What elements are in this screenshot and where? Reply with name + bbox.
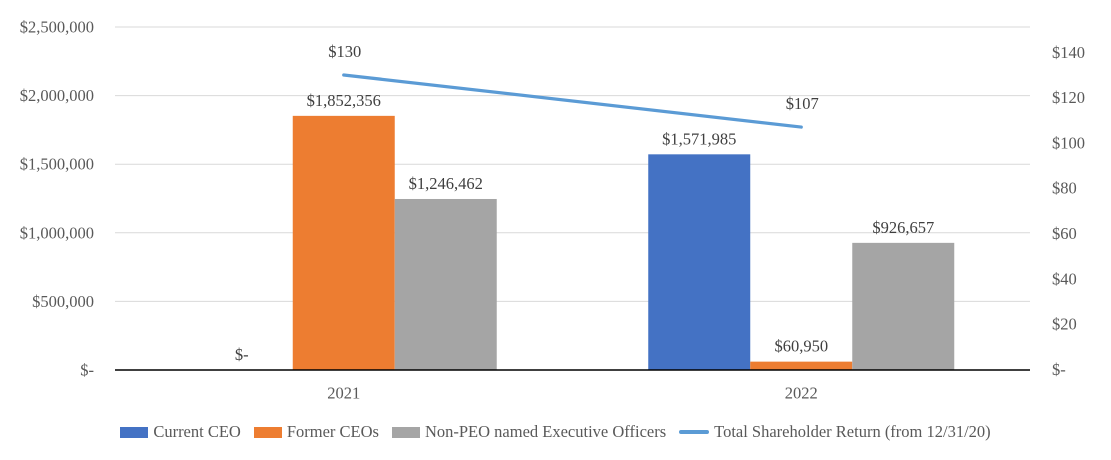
data-label-non-peo-named-executive-officers-2022: $926,657 <box>872 218 934 237</box>
left-axis-tick: $2,000,000 <box>20 86 94 105</box>
chart-svg: $- $500,000 $1,000,000 $1,500,000 $2,000,000… <box>20 18 1085 403</box>
legend-swatch-former-ceos-icon <box>253 426 282 438</box>
legend-item-non-peo-officers: Non-PEO named Executive Officers <box>391 422 667 442</box>
bar-non-peo-named-executive-officers-2022 <box>852 242 955 370</box>
right-axis-tick: $60 <box>1052 224 1077 243</box>
data-label-current-ceo-2021: $- <box>235 345 249 364</box>
right-axis-tick: $80 <box>1052 179 1077 198</box>
left-axis-tick: $- <box>80 361 94 380</box>
data-label-total-shareholder-return-from-12-31-20-2022: $107 <box>786 94 819 113</box>
right-axis-tick: $- <box>1052 360 1066 379</box>
legend-swatch-non-peo-officers-icon <box>391 426 420 438</box>
data-label-former-ceos-2022: $60,950 <box>774 337 828 356</box>
chart-legend: Current CEO Former CEOs Non-PEO named Ex… <box>0 420 1111 444</box>
left-axis-tick: $2,500,000 <box>20 18 94 37</box>
legend-label-former-ceos: Former CEOs <box>286 422 379 441</box>
bar-former-ceos-2021 <box>292 115 395 371</box>
bar-current-ceo-2022 <box>648 154 751 370</box>
right-axis-tick: $40 <box>1052 269 1077 288</box>
data-label-non-peo-named-executive-officers-2021: $1,246,462 <box>409 174 483 193</box>
left-axis-tick: $500,000 <box>32 292 94 311</box>
legend-label-total-shareholder-return: Total Shareholder Return (from 12/31/20) <box>714 422 991 441</box>
bar-non-peo-named-executive-officers-2021 <box>394 198 497 370</box>
legend-item-total-shareholder-return: Total Shareholder Return (from 12/31/20) <box>679 422 991 442</box>
legend-swatch-current-ceo-icon <box>120 426 149 438</box>
legend-label-current-ceo: Current CEO <box>153 422 241 441</box>
data-label-current-ceo-2022: $1,571,985 <box>662 129 736 148</box>
legend-line-total-shareholder-return-icon <box>679 430 710 434</box>
data-label-total-shareholder-return-from-12-31-20-2021: $130 <box>328 42 361 61</box>
right-axis-tick: $100 <box>1052 133 1085 152</box>
legend-label-non-peo-officers: Non-PEO named Executive Officers <box>424 422 667 441</box>
category-label-2022: 2022 <box>785 384 818 403</box>
right-axis-tick: $120 <box>1052 88 1085 107</box>
left-axis-tick: $1,500,000 <box>20 155 94 174</box>
legend-item-former-ceos: Former CEOs <box>253 422 379 442</box>
data-label-former-ceos-2021: $1,852,356 <box>307 91 381 110</box>
right-axis-tick: $140 <box>1052 43 1085 62</box>
left-axis-tick: $1,000,000 <box>20 223 94 242</box>
category-label-2021: 2021 <box>327 384 360 403</box>
legend-item-current-ceo: Current CEO <box>120 422 241 442</box>
line-total-shareholder-return-from-12-31-20 <box>342 73 803 129</box>
right-axis-tick: $20 <box>1052 315 1077 334</box>
bar-former-ceos-2022 <box>750 361 853 370</box>
